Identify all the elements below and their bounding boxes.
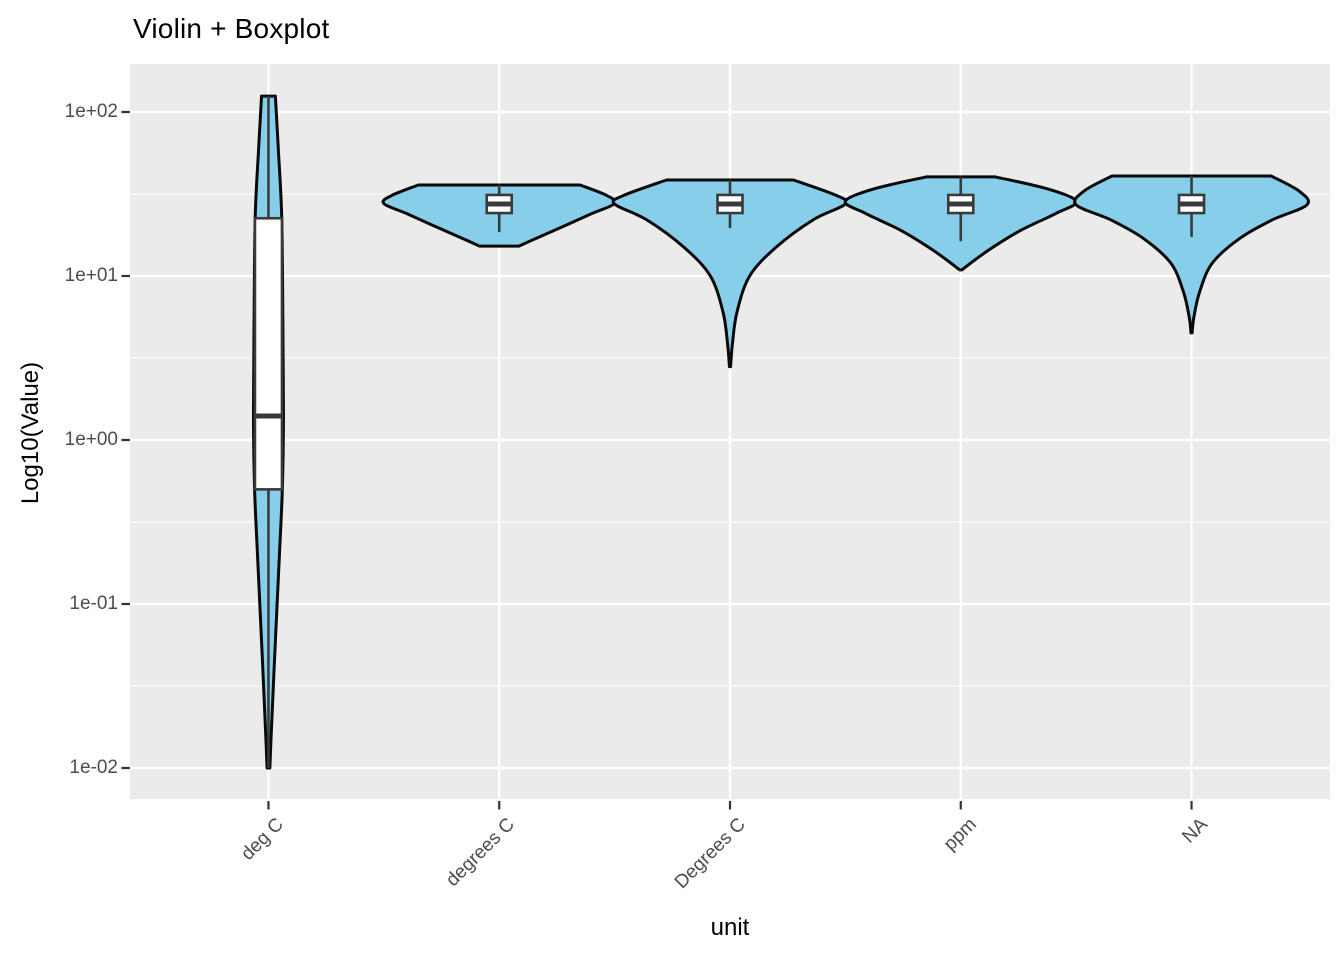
y-axis-tick-label: 1e+01 xyxy=(64,265,118,286)
y-axis-tick-label: 1e-01 xyxy=(69,593,118,614)
y-axis-tick-label: 1e+02 xyxy=(64,101,118,122)
chart-title: Violin + Boxplot xyxy=(133,13,330,44)
y-axis-tick-label: 1e-02 xyxy=(69,757,118,778)
boxplot-box-deg-C xyxy=(253,216,284,491)
x-axis-title: unit xyxy=(710,914,750,941)
violin-NA xyxy=(1073,174,1310,335)
violin-Degrees-C xyxy=(611,178,849,369)
y-axis-tick-label: 1e+00 xyxy=(64,429,118,450)
